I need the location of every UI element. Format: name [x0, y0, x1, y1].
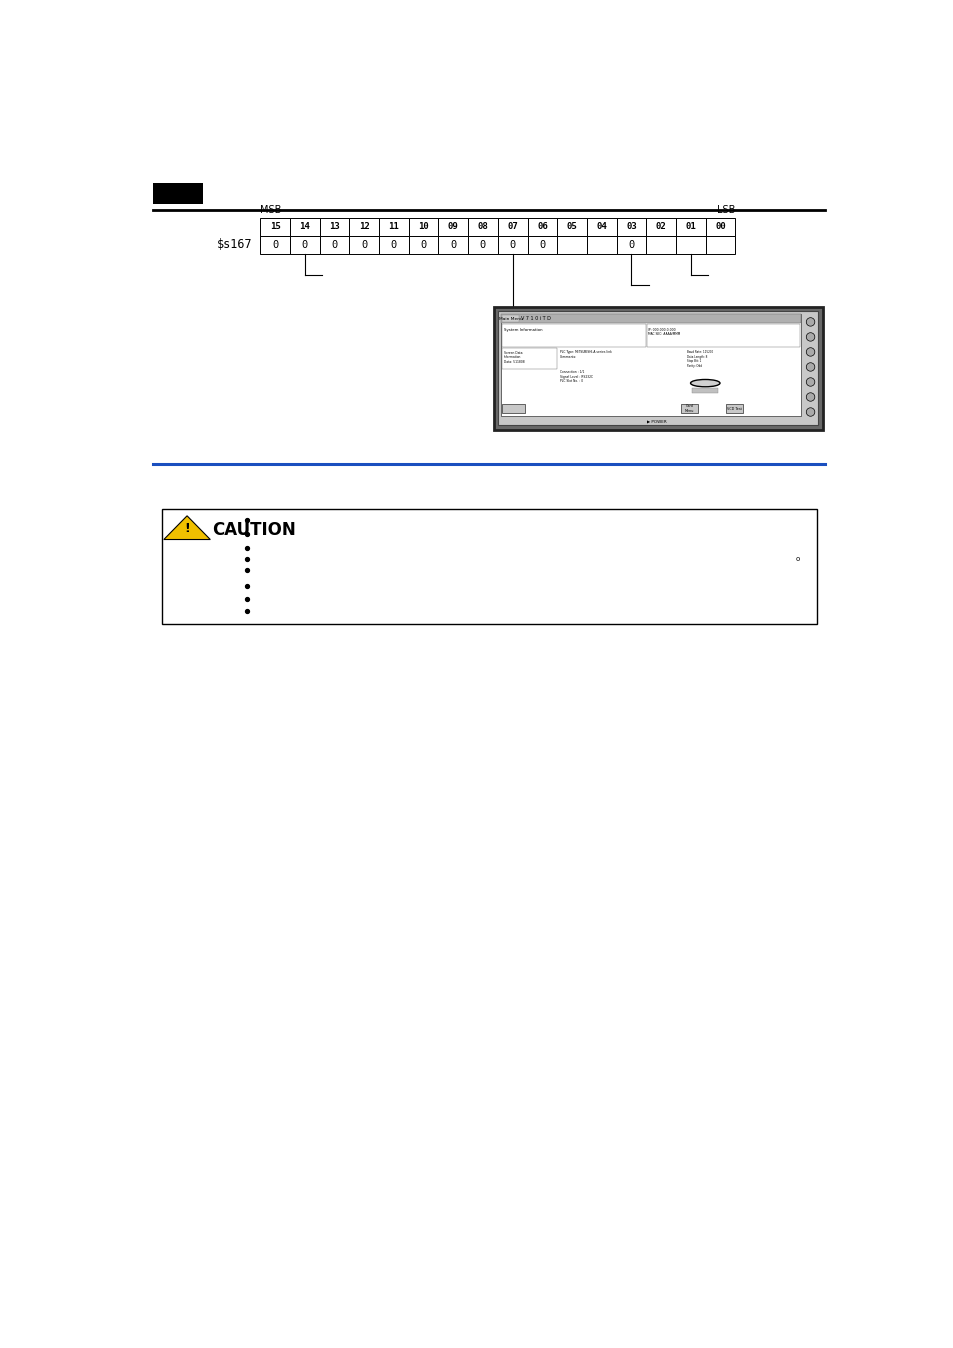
Text: 06: 06 — [537, 222, 547, 231]
Text: 08: 08 — [477, 222, 488, 231]
Circle shape — [805, 348, 814, 356]
Text: VCD Test: VCD Test — [726, 407, 741, 411]
Circle shape — [805, 377, 814, 387]
Circle shape — [805, 363, 814, 371]
Text: System Information: System Information — [503, 328, 541, 332]
Bar — [527, 236, 557, 253]
Text: Connection : 1/1
Signal Level : RS232C
PLC Slot No. : 0: Connection : 1/1 Signal Level : RS232C P… — [559, 371, 592, 383]
Bar — [290, 217, 319, 236]
Bar — [645, 236, 676, 253]
Bar — [349, 217, 378, 236]
Text: 03: 03 — [625, 222, 637, 231]
Text: 11: 11 — [388, 222, 399, 231]
Text: PLC Type: MITSUBISHI-A series link
Comments:: PLC Type: MITSUBISHI-A series link Comme… — [559, 350, 611, 359]
Text: 13: 13 — [329, 222, 339, 231]
Text: Card
Menu: Card Menu — [684, 404, 694, 412]
Bar — [319, 236, 349, 253]
Text: 04: 04 — [596, 222, 606, 231]
Circle shape — [805, 408, 814, 417]
Text: 0: 0 — [479, 240, 486, 249]
Text: 05: 05 — [566, 222, 577, 231]
Text: 0: 0 — [538, 240, 545, 249]
Bar — [680, 404, 698, 412]
Text: 14: 14 — [299, 222, 310, 231]
Bar — [378, 217, 408, 236]
Bar — [501, 349, 557, 368]
Bar — [468, 217, 497, 236]
Text: 0: 0 — [450, 240, 456, 249]
Bar — [501, 404, 525, 412]
Bar — [152, 183, 203, 204]
Circle shape — [805, 318, 814, 326]
Text: CAUTION: CAUTION — [212, 520, 295, 539]
Text: IP: 000.000.0.000
MAC SEC: AAAA/MMM: IP: 000.000.0.000 MAC SEC: AAAA/MMM — [648, 328, 679, 336]
Text: 0: 0 — [301, 240, 308, 249]
Text: 02: 02 — [655, 222, 666, 231]
Text: 0: 0 — [272, 240, 278, 249]
Bar — [290, 236, 319, 253]
Bar — [408, 217, 438, 236]
Text: 15: 15 — [270, 222, 280, 231]
Circle shape — [805, 333, 814, 341]
Bar — [691, 388, 718, 394]
Text: $s167: $s167 — [216, 239, 253, 252]
Bar — [645, 217, 676, 236]
Text: 00: 00 — [715, 222, 725, 231]
Bar — [260, 236, 290, 253]
Bar — [408, 236, 438, 253]
Text: o: o — [795, 557, 799, 562]
Bar — [497, 311, 818, 425]
Text: 0: 0 — [391, 240, 396, 249]
Text: 07: 07 — [507, 222, 517, 231]
Text: 01: 01 — [685, 222, 696, 231]
Bar — [500, 314, 801, 324]
Text: Baud Rate: 115200
Data Length: 8
Stop Bit: 1
Parity: Odd: Baud Rate: 115200 Data Length: 8 Stop Bi… — [686, 350, 713, 368]
Bar — [586, 236, 616, 253]
Text: 10: 10 — [417, 222, 429, 231]
Text: 0: 0 — [509, 240, 516, 249]
Bar — [500, 314, 801, 417]
Text: 0: 0 — [331, 240, 337, 249]
Bar — [468, 236, 497, 253]
Text: Main Menu: Main Menu — [498, 317, 522, 321]
Bar — [586, 217, 616, 236]
Bar — [438, 217, 468, 236]
Text: ▶ POWER: ▶ POWER — [646, 419, 666, 423]
Bar — [557, 217, 586, 236]
Ellipse shape — [690, 380, 720, 387]
Bar — [349, 236, 378, 253]
Bar — [725, 404, 742, 412]
Bar — [501, 324, 645, 346]
Bar — [646, 324, 800, 346]
Text: 09: 09 — [448, 222, 458, 231]
Bar — [319, 217, 349, 236]
Polygon shape — [164, 516, 210, 539]
Text: MSB: MSB — [260, 205, 281, 214]
Bar — [497, 217, 527, 236]
Bar — [501, 315, 518, 322]
Text: LSB: LSB — [717, 205, 735, 214]
Bar — [676, 236, 705, 253]
Bar — [438, 236, 468, 253]
Text: 0: 0 — [361, 240, 367, 249]
Bar — [616, 236, 645, 253]
Bar — [705, 236, 735, 253]
Text: 12: 12 — [358, 222, 369, 231]
Bar — [705, 217, 735, 236]
FancyBboxPatch shape — [162, 510, 816, 624]
Bar — [557, 236, 586, 253]
Text: 0: 0 — [628, 240, 634, 249]
Text: !: ! — [184, 522, 190, 535]
Bar — [676, 217, 705, 236]
Text: 0: 0 — [420, 240, 426, 249]
Circle shape — [805, 392, 814, 402]
Text: V 7 1 0 i T D: V 7 1 0 i T D — [520, 317, 550, 321]
Bar — [616, 217, 645, 236]
Text: Screen Data
Information
Data: 511808: Screen Data Information Data: 511808 — [503, 350, 524, 364]
Bar — [260, 217, 290, 236]
Bar — [493, 306, 822, 430]
Bar — [378, 236, 408, 253]
Bar — [497, 236, 527, 253]
Bar — [527, 217, 557, 236]
